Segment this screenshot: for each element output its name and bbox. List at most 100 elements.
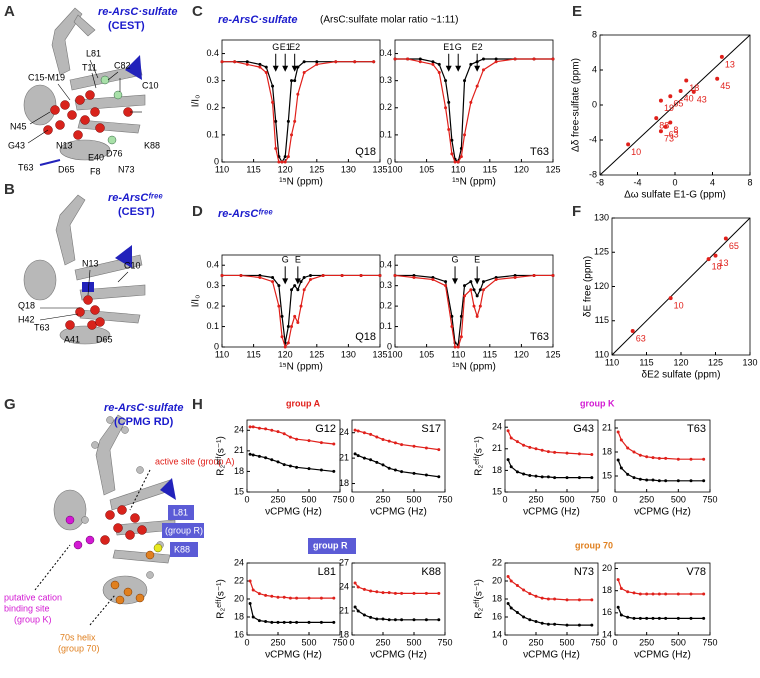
- x-tick-label: 120: [278, 164, 293, 174]
- data-point: [233, 60, 237, 64]
- data-point: [469, 280, 473, 284]
- data-point: [663, 124, 668, 129]
- data-point: [264, 427, 268, 431]
- data-point: [528, 473, 532, 477]
- data-point: [463, 294, 467, 298]
- y-tick-label: 130: [594, 212, 609, 222]
- data-point: [248, 602, 252, 605]
- data-point: [372, 60, 376, 64]
- residue-label: T63: [18, 162, 34, 172]
- data-point: [251, 615, 255, 619]
- data-point: [459, 314, 463, 318]
- x-tick-label: 750: [590, 637, 605, 647]
- data-point: [315, 62, 319, 66]
- data-point: [295, 437, 299, 441]
- y-tick-label: 0.4: [379, 260, 392, 270]
- data-point: [321, 273, 325, 277]
- data-point: [657, 592, 661, 596]
- plot-frame: [351, 419, 446, 493]
- data-point: [288, 464, 292, 468]
- data-point: [469, 62, 473, 66]
- data-point: [356, 585, 360, 589]
- y-tick-label: 0: [387, 156, 392, 166]
- data-point: [534, 474, 538, 478]
- data-point: [651, 478, 655, 482]
- data-point: [551, 273, 555, 277]
- x-tick-label: 100: [387, 349, 402, 359]
- group-label: group 70: [575, 540, 613, 550]
- residue-label: K88: [144, 140, 160, 150]
- data-point: [689, 592, 693, 596]
- annotation-label: G: [282, 255, 289, 265]
- x-tick-label: 250: [639, 494, 654, 504]
- arrow-head: [452, 278, 459, 285]
- plot-frame: [394, 39, 554, 163]
- y-axis-label: I/I₀: [191, 95, 202, 108]
- x-tick-label: 250: [639, 637, 654, 647]
- series-line: [354, 582, 439, 594]
- y-tick-label: 0.1: [206, 129, 219, 139]
- curve-label: N73: [574, 566, 594, 578]
- point-label: 8: [673, 125, 678, 135]
- x-axis-label: νCPMG (Hz): [370, 507, 427, 518]
- x-tick-label: 500: [406, 637, 421, 647]
- data-point: [437, 618, 441, 622]
- x-axis-label: Δω sulfate E1-G (ppm): [624, 190, 726, 201]
- data-point: [286, 325, 290, 329]
- x-tick-label: 115: [246, 164, 260, 174]
- x-tick-label: 135: [372, 349, 387, 359]
- data-point: [418, 60, 422, 64]
- data-point: [375, 435, 379, 439]
- group-label: group A: [286, 398, 321, 408]
- data-point: [532, 57, 536, 61]
- data-point: [515, 470, 519, 474]
- x-tick-label: 750: [437, 637, 452, 647]
- data-point: [472, 288, 476, 292]
- diagonal: [599, 34, 751, 176]
- data-point: [257, 426, 261, 430]
- point-label: 10: [674, 301, 684, 311]
- data-point: [280, 160, 284, 164]
- x-tick-label: 125: [545, 349, 560, 359]
- arrow-head: [294, 278, 301, 285]
- data-point: [494, 60, 498, 64]
- data-point: [257, 592, 261, 596]
- data-point: [506, 602, 510, 605]
- data-point: [239, 273, 243, 277]
- x-tick-label: 0: [244, 494, 249, 504]
- data-point: [362, 456, 366, 460]
- data-point: [319, 441, 323, 445]
- data-point: [515, 584, 519, 587]
- data-point: [302, 275, 306, 279]
- data-point: [308, 278, 312, 282]
- x-tick-label: 125: [708, 357, 723, 367]
- data-point: [353, 60, 357, 64]
- data-point: [469, 100, 473, 104]
- y-tick-label: 125: [594, 247, 609, 257]
- data-point: [481, 280, 485, 284]
- data-point: [274, 146, 278, 150]
- data-point: [283, 345, 287, 349]
- x-axis-label: νCPMG (Hz): [634, 507, 691, 518]
- y-tick-label: 24: [234, 425, 244, 435]
- y-tick-label: 0.3: [379, 280, 392, 290]
- series-line: [222, 274, 380, 349]
- data-point: [248, 425, 252, 429]
- data-point: [381, 437, 385, 441]
- data-point: [277, 304, 281, 308]
- y-tick-label: 18: [602, 446, 612, 456]
- data-point: [658, 129, 663, 134]
- data-point: [668, 94, 673, 99]
- data-point: [506, 575, 510, 578]
- x-axis-label: ¹⁵N (ppm): [452, 177, 496, 188]
- y-tick-label: 27: [339, 557, 349, 567]
- data-point: [654, 116, 659, 121]
- y-axis-label: R₂ᵉᶠᶠ(s⁻¹): [474, 579, 485, 619]
- x-tick-label: 125: [309, 349, 324, 359]
- data-point: [657, 616, 661, 620]
- curve-label: S17: [421, 423, 441, 435]
- group-box: [308, 538, 356, 554]
- plot-frame: [614, 419, 711, 493]
- data-point: [248, 452, 252, 456]
- data-point: [444, 79, 448, 83]
